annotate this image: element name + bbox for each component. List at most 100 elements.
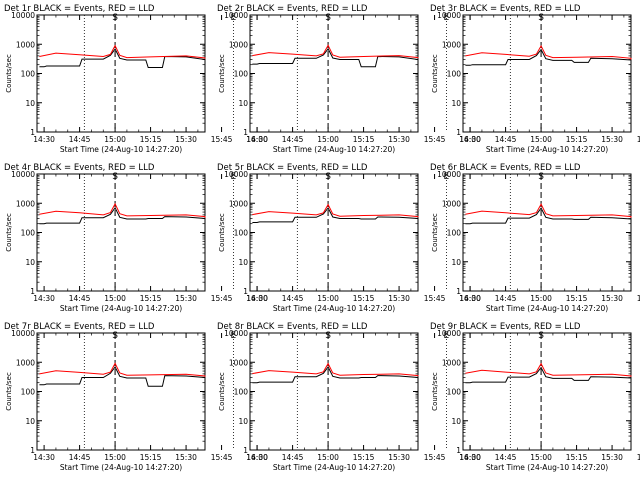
x-axis-label: Start Time (24-Aug-10 14:27:20) (60, 304, 182, 313)
marker-label-s: S (538, 331, 544, 341)
x-axis-label: Start Time (24-Aug-10 14:27:20) (486, 145, 608, 154)
plot-frame (462, 14, 632, 133)
y-axis-label: Counts/sec (431, 213, 439, 252)
y-tick-label: 1 (243, 446, 248, 455)
plot-title: Det 7r BLACK = Events, RED = LLD (4, 322, 155, 332)
y-tick-label: 1 (456, 128, 461, 137)
marker-label-e: E (444, 172, 450, 182)
x-tick-label: 15:15 (140, 453, 162, 462)
plot-title: Det 4r BLACK = Events, RED = LLD (4, 163, 155, 173)
marker-label-e: E (231, 331, 237, 341)
x-tick-label: 14:45 (282, 294, 304, 303)
panel-6: Det 6r BLACK = Events, RED = LLD 1 10 100 10… (430, 163, 640, 313)
y-axis-label: Counts/sec (5, 372, 13, 411)
y-tick-label: 10000 (437, 170, 461, 179)
y-axis-label: Counts/sec (218, 213, 226, 252)
marker-label-s: S (538, 13, 544, 23)
y-tick-label: 1 (456, 287, 461, 296)
y-tick-label: 10000 (224, 170, 248, 179)
x-tick-label: 15:15 (140, 294, 162, 303)
y-tick-label: 1000 (16, 358, 35, 367)
y-tick-label: 1 (243, 287, 248, 296)
series-lld-line (39, 362, 206, 377)
y-axis-label: Counts/sec (218, 54, 226, 93)
x-tick-label: 14:30 (246, 135, 268, 144)
x-tick-label: 14:30 (33, 135, 55, 144)
y-tick-label: 1 (30, 446, 35, 455)
panel-9: Det 9r BLACK = Events, RED = LLD 1 10 100 10… (430, 322, 640, 472)
y-tick-label: 1000 (442, 40, 461, 49)
x-tick-label: 15:30 (601, 453, 623, 462)
x-tick-label: 16:00 (246, 135, 268, 144)
x-tick-label: 16:00 (246, 294, 268, 303)
x-tick-label: 14:30 (33, 453, 55, 462)
y-tick-label: 10000 (11, 11, 35, 20)
y-tick-label: 10 (238, 258, 248, 267)
x-tick-label: 15:00 (104, 453, 126, 462)
x-tick-label: 15:00 (317, 135, 339, 144)
series-events-line (252, 366, 419, 390)
x-tick-label: 15:30 (388, 453, 410, 462)
x-tick-label: 14:30 (246, 453, 268, 462)
marker-label-e: E (231, 13, 237, 23)
x-tick-label: 14:45 (495, 135, 517, 144)
series-events-line (465, 48, 632, 75)
x-tick-label: 15:45 (211, 294, 233, 303)
y-tick-label: 100 (447, 229, 462, 238)
x-tick-label: 14:30 (459, 135, 481, 144)
panel-2: Det 2r BLACK = Events, RED = LLD 1 10 100 10… (217, 4, 481, 154)
marker-label-s: S (112, 172, 118, 182)
y-tick-label: 100 (447, 70, 462, 79)
panel-4: Det 4r BLACK = Events, RED = LLD 1 10 100 10… (4, 163, 268, 313)
marker-label-s: S (538, 172, 544, 182)
x-tick-label: 15:45 (424, 135, 446, 144)
y-tick-label: 10 (25, 258, 35, 267)
marker-label-e: E (444, 13, 450, 23)
x-tick-label: 15:15 (353, 294, 375, 303)
x-tick-label: 15:45 (637, 294, 640, 303)
series-lld-line (39, 202, 206, 218)
y-tick-label: 1000 (442, 358, 461, 367)
x-tick-label: 15:30 (388, 294, 410, 303)
series-events-line (39, 206, 206, 231)
plot-frame (249, 14, 419, 133)
series-events-line (39, 366, 206, 391)
marker-label-s: S (325, 13, 331, 23)
x-tick-label: 15:00 (530, 294, 552, 303)
series-lld-line (465, 203, 632, 218)
plot-title: Det 8r BLACK = Events, RED = LLD (217, 322, 368, 332)
y-tick-label: 1 (30, 287, 35, 296)
plot-frame (36, 173, 206, 292)
y-tick-label: 10000 (224, 11, 248, 20)
y-tick-label: 1 (243, 128, 248, 137)
marker-label-e: E (231, 172, 237, 182)
marker-label-s: S (112, 331, 118, 341)
x-tick-label: 15:00 (104, 135, 126, 144)
y-tick-label: 1000 (442, 199, 461, 208)
x-tick-label: 14:30 (459, 453, 481, 462)
x-tick-label: 14:30 (246, 294, 268, 303)
x-tick-label: 15:00 (530, 135, 552, 144)
series-lld-line (252, 362, 419, 377)
series-events-line (465, 366, 632, 392)
y-tick-label: 100 (21, 229, 36, 238)
x-tick-label: 15:15 (353, 453, 375, 462)
series-lld-line (465, 44, 632, 60)
y-axis-label: Counts/sec (5, 54, 13, 93)
x-tick-label: 15:30 (175, 294, 197, 303)
y-axis-label: Counts/sec (218, 372, 226, 411)
x-tick-label: 14:30 (459, 294, 481, 303)
x-tick-label: 15:30 (175, 453, 197, 462)
x-tick-label: 15:45 (424, 453, 446, 462)
plot-frame (249, 332, 419, 451)
x-tick-label: 15:15 (566, 294, 588, 303)
y-tick-label: 100 (234, 70, 249, 79)
y-tick-label: 1000 (16, 40, 35, 49)
y-tick-label: 10 (238, 417, 248, 426)
y-tick-label: 1000 (229, 358, 248, 367)
y-tick-label: 1000 (16, 199, 35, 208)
plot-title: Det 1r BLACK = Events, RED = LLD (4, 4, 155, 14)
y-tick-label: 100 (234, 388, 249, 397)
x-tick-label: 15:45 (637, 453, 640, 462)
y-tick-label: 10000 (11, 329, 35, 338)
